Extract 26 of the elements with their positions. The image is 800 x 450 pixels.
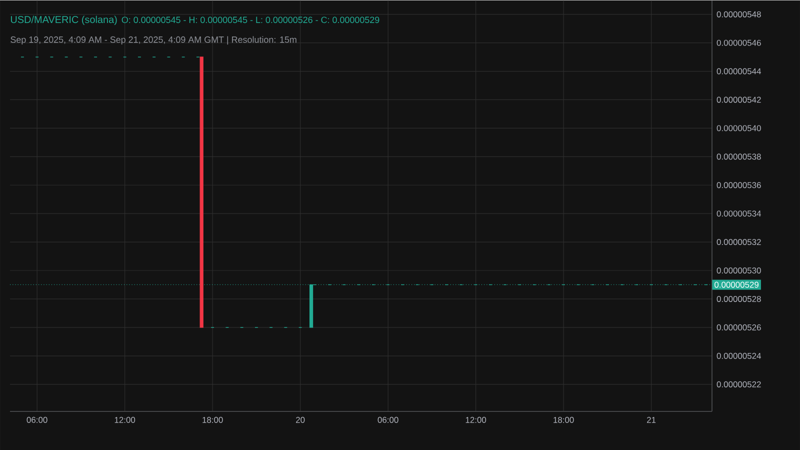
y-tick-label: 0.00000544 (716, 68, 762, 74)
x-tick-label: 06:00 (378, 416, 398, 423)
y-tick-label: 0.00000546 (716, 40, 761, 46)
y-tick-label: 0.00000534 (716, 210, 762, 216)
text: Sep 19, 2025, 4:09 AM - Sep 21, 2025, 4:09 AM GMT | Resolution: 15m (10, 36, 296, 44)
y-tick-label: 0.00000542 (716, 96, 761, 103)
y-tick-label: 0.00000522 (716, 381, 761, 388)
ref-line-label: 0.00000529 (714, 282, 759, 288)
x-tick-label: 21 (647, 416, 656, 423)
y-tick-label: 0.00000548 (716, 11, 761, 18)
y-tick-label: 0.00000530 (716, 267, 761, 274)
y-tick-label: 0.00000526 (716, 324, 761, 330)
annotation: O: 0.00000545 - H: 0.00000545 - L: 0.00000526 - C: 0.00000529 (122, 16, 380, 23)
x-tick-label: 06:00 (26, 416, 48, 423)
y-tick-label: 0.00000528 (716, 296, 761, 302)
x-tick-label: 12:00 (114, 416, 136, 423)
y-tick-label: 0.00000532 (716, 238, 761, 245)
x-tick-label: 18:00 (202, 416, 223, 423)
x-tick-label: 20 (296, 416, 305, 423)
x-tick-label: 18:00 (554, 416, 574, 423)
text: USD/MAVERIC (solana) (10, 16, 117, 25)
x-tick-label: 12:00 (466, 416, 486, 423)
y-tick-label: 0.00000538 (716, 153, 761, 160)
y-tick-label: 0.00000524 (716, 352, 762, 359)
y-tick-label: 0.00000536 (716, 182, 761, 188)
y-tick-label: 0.00000540 (716, 125, 761, 131)
